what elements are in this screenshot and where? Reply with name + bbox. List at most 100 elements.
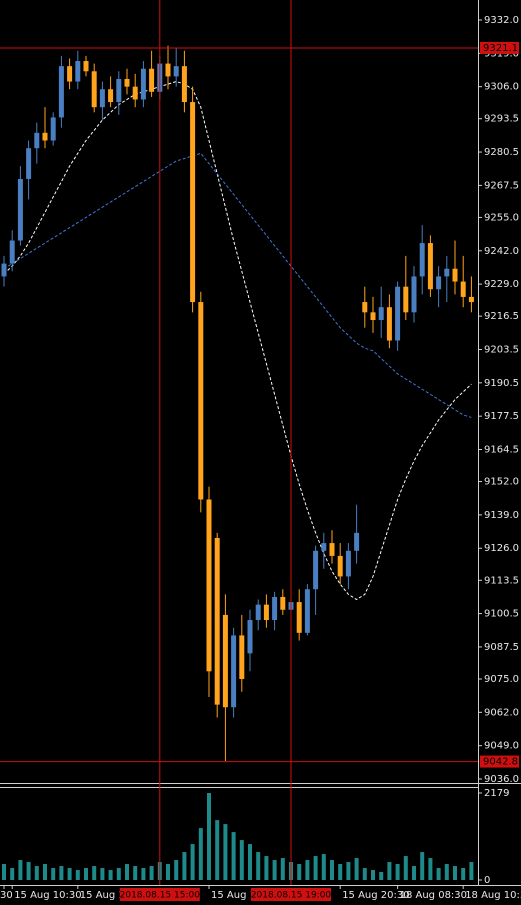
candle-body (231, 635, 237, 708)
y-tick-label: 9139.0 (484, 510, 519, 521)
candle-body (419, 243, 425, 277)
candle-body (173, 66, 179, 77)
candle-body (444, 268, 450, 277)
candle-body (263, 604, 269, 621)
candle-body (75, 61, 81, 82)
candle-body (198, 302, 204, 500)
x-tick-label: 18 Aug 08:30 (400, 890, 467, 901)
candle-body (313, 550, 319, 590)
level-label-box (480, 41, 519, 54)
candle-body (149, 68, 155, 92)
candle-body (395, 286, 401, 341)
volume-bar (75, 870, 80, 880)
volume-bar (305, 860, 310, 880)
volume-bar (412, 866, 416, 880)
y-tick-label: 9293.5 (484, 114, 519, 125)
candle-body (132, 86, 138, 100)
candle-body (190, 102, 196, 303)
volume-bar (34, 866, 39, 880)
volume-bar (10, 868, 15, 880)
volume-bar (346, 862, 351, 880)
volume-bar (198, 828, 203, 880)
x-tick-label: 15 Aug 10:30 (14, 890, 81, 901)
candle-body (354, 532, 360, 551)
candle-body (329, 543, 335, 556)
volume-bar (420, 852, 425, 880)
candle-body (272, 596, 278, 621)
volume-bar (26, 862, 31, 880)
candle-body (165, 63, 171, 77)
volume-bar (92, 866, 97, 880)
x-tick-label: 30 (0, 890, 13, 901)
volume-bar (371, 870, 375, 880)
volume-bar (453, 866, 457, 880)
y-tick-label: 9280.5 (484, 147, 519, 158)
y-tick-label: 9036.0 (484, 774, 519, 785)
volume-bar (18, 860, 23, 880)
candle-body (362, 302, 368, 313)
volume-bar (313, 856, 318, 880)
y-tick-label: 9113.5 (484, 575, 519, 586)
candle-body (304, 589, 310, 633)
volume-bar (215, 820, 220, 880)
volume-bar (395, 864, 400, 880)
candle-body (280, 596, 286, 610)
y-tick-label: 9332.0 (484, 15, 519, 26)
x-tick-label: 18 Aug 10:30 (465, 890, 521, 901)
candle-body (460, 281, 466, 297)
candle-body (91, 71, 97, 108)
y-tick-label: 9087.5 (484, 642, 519, 653)
candle-body (468, 296, 474, 303)
moving-average-line (3, 152, 472, 418)
volume-bar (2, 864, 6, 880)
volume-bar (248, 844, 252, 880)
volume-bar (166, 864, 170, 880)
volume-bar (108, 870, 113, 880)
candle-body (99, 89, 105, 108)
time-label-box (251, 888, 331, 901)
volume-bar (256, 852, 261, 880)
volume-bar (190, 844, 195, 880)
volume-bar (436, 868, 441, 880)
volume-tick-label: 2179 (484, 788, 509, 799)
candle-body (42, 132, 48, 141)
candle-body (427, 243, 433, 290)
candle-body (337, 555, 343, 577)
candle-body (370, 312, 376, 321)
candle-body (214, 537, 220, 705)
volume-bar (362, 868, 367, 880)
candle-body (140, 68, 146, 100)
candle-body (411, 276, 417, 313)
volume-bar (469, 862, 474, 880)
volume-bar (231, 832, 236, 880)
volume-bar (444, 864, 449, 880)
candle-body (9, 240, 15, 264)
volume-bar (43, 864, 47, 880)
volume-bar (100, 868, 105, 880)
candle-body (378, 307, 384, 321)
candle-body (452, 268, 458, 282)
time-label: 2018.08.15 15:00 (120, 891, 201, 901)
candle-body (116, 78, 122, 103)
x-tick-label: 15 Aug 16 (211, 890, 262, 901)
level-label: 9042.8 (483, 757, 518, 768)
candle-body (239, 635, 245, 679)
candle-body (436, 276, 442, 290)
candle-body (34, 132, 40, 149)
candle-body (17, 178, 23, 241)
volume-bar (174, 860, 179, 880)
volume-bar (133, 866, 138, 880)
volume-bar (67, 868, 72, 880)
candle-body (124, 78, 130, 87)
volume-bar (387, 862, 392, 880)
y-tick-label: 9203.5 (484, 344, 519, 355)
volume-bar (59, 866, 64, 880)
y-tick-label: 9267.5 (484, 180, 519, 191)
volume-bar (84, 868, 88, 880)
y-tick-label: 9306.0 (484, 82, 519, 93)
candle-body (58, 66, 64, 118)
y-tick-label: 9062.0 (484, 707, 519, 718)
volume-bar (125, 864, 129, 880)
candle-body (67, 66, 73, 82)
candle-body (386, 307, 392, 341)
